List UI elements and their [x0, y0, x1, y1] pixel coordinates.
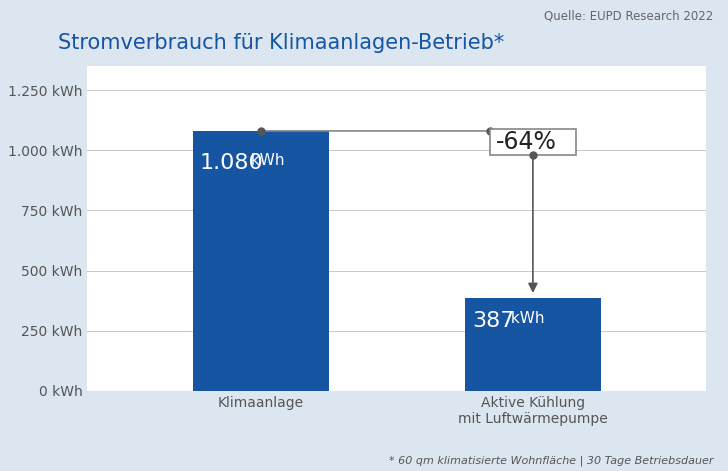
Bar [465, 298, 601, 391]
FancyBboxPatch shape [489, 129, 576, 155]
Text: 387: 387 [472, 311, 515, 331]
Text: kWh: kWh [506, 311, 545, 326]
Text: Quelle: EUPD Research 2022: Quelle: EUPD Research 2022 [545, 9, 713, 23]
Text: Stromverbrauch für Klimaanlagen-Betrieb*: Stromverbrauch für Klimaanlagen-Betrieb* [58, 33, 505, 53]
Bar [192, 131, 329, 391]
Text: 1.080: 1.080 [200, 153, 264, 172]
Text: * 60 qm klimatisierte Wohnfläche | 30 Tage Betriebsdauer: * 60 qm klimatisierte Wohnfläche | 30 Ta… [389, 456, 713, 466]
Text: -64%: -64% [496, 130, 557, 154]
Text: kWh: kWh [246, 153, 285, 168]
